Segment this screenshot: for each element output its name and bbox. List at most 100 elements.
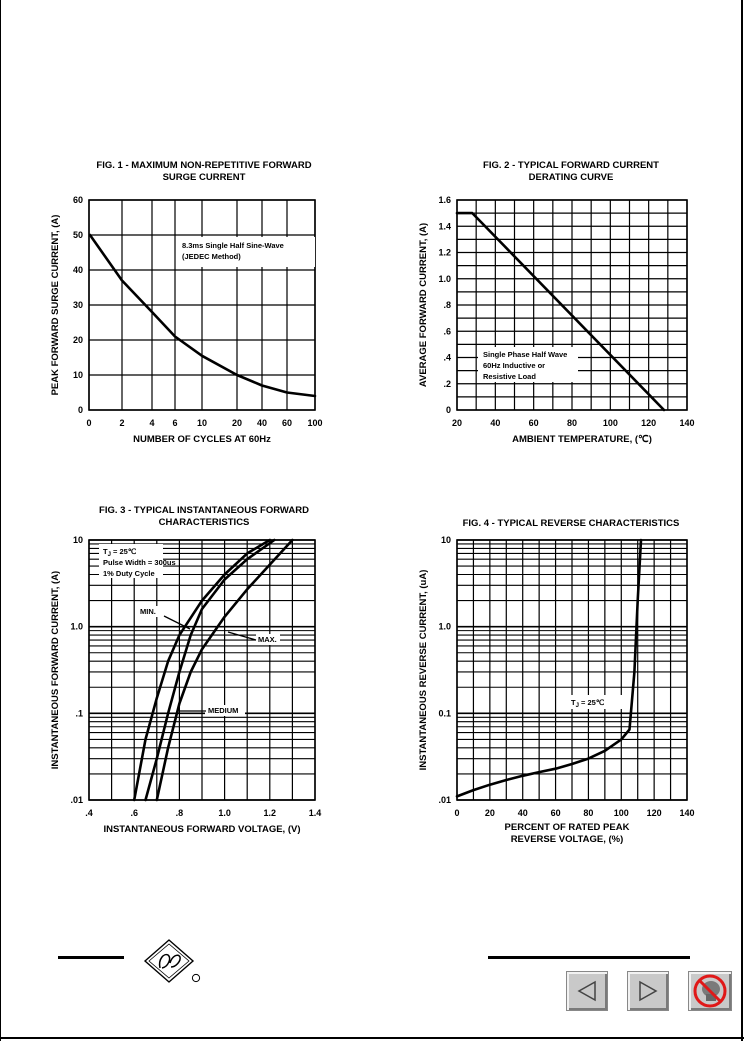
condition-duty: 1% Duty Cycle [103,569,155,578]
x-tick-label: 100 [603,418,618,428]
y-axis-label: PEAK FORWARD SURGE CURRENT, (A) [50,215,61,396]
label-bg [138,606,164,617]
footer-rule-left [58,956,124,959]
x-tick-label: 140 [679,808,694,818]
x-tick-label: 6 [172,418,177,428]
series-line-min [132,538,272,802]
y-tick-label: 1.4 [438,221,451,231]
x-tick-label: 4 [149,418,154,428]
y-tick-label: 0 [446,405,451,415]
condition-pulse: Pulse Width = 300us [103,558,176,567]
y-tick-label: .6 [443,326,451,336]
y-tick-label: .1 [75,708,83,718]
y-tick-label: 10 [73,535,83,545]
y-axis-label: AVERAGE FORWARD CURRENT, (A) [418,223,429,387]
x-axis-label: NUMBER OF CYCLES AT 60Hz [133,434,271,445]
x-tick-label: 0 [454,808,459,818]
x-tick-label: .4 [85,808,93,818]
annotation-bg [478,347,578,382]
x-tick-label: 2 [119,418,124,428]
y-tick-label: 10 [441,535,451,545]
fig4-chart: FIG. 4 - TYPICAL REVERSE CHARACTERISTICS… [418,518,695,845]
no-entry-icon [693,974,727,1008]
y-tick-label: 10 [73,370,83,380]
y-axis-label: INSTANTANEOUS FORWARD CURRENT, (A) [50,571,61,769]
x-tick-label: 1.4 [309,808,322,818]
x-tick-label: 120 [641,418,656,428]
y-tick-label: 1.0 [438,622,451,632]
y-tick-label: .8 [443,300,451,310]
next-page-button[interactable] [627,971,669,1011]
series-line-max [155,538,294,802]
x-tick-label: 40 [490,418,500,428]
y-tick-label: 0 [78,405,83,415]
y-tick-label: 1.6 [438,195,451,205]
y-tick-label: 0.1 [438,708,451,718]
y-tick-label: 1.0 [70,622,83,632]
x-tick-label: 20 [452,418,462,428]
fig4-title: FIG. 4 - TYPICAL REVERSE CHARACTERISTICS [463,518,680,529]
y-tick-label: .01 [438,795,451,805]
label-bg [205,705,245,716]
plot-frame [88,199,316,411]
y-tick-label: 30 [73,300,83,310]
series-label-max: MAX. [258,635,277,644]
x-tick-label: .8 [176,808,184,818]
annotation-text: Resistive Load [483,372,536,381]
fig3-title: FIG. 3 - TYPICAL INSTANTANEOUS FORWARD [99,505,309,516]
leader-line [227,631,257,641]
page-frame-right [741,0,743,1041]
plot-frame [88,539,316,801]
x-tick-label: 1.2 [264,808,277,818]
series-line [455,538,643,798]
x-axis-label: PERCENT OF RATED PEAK [505,822,630,833]
conditions-bg [99,544,163,578]
annotation-bg [177,237,315,267]
x-tick-label: 0 [86,418,91,428]
series-label-medium: MEDIUM [208,706,238,715]
right-triangle-icon [639,980,658,1002]
y-tick-label: 1.0 [438,274,451,284]
plot-frame [456,539,688,801]
x-tick-label: 80 [583,808,593,818]
fig3-title: CHARACTERISTICS [159,517,250,528]
x-tick-label: .6 [130,808,138,818]
company-logo [143,939,201,983]
x-tick-label: 1.0 [218,808,231,818]
x-tick-label: 20 [485,808,495,818]
x-tick-label: 10 [197,418,207,428]
y-tick-label: .2 [443,379,451,389]
left-triangle-icon [577,980,596,1002]
x-tick-label: 100 [307,418,322,428]
label-bg [256,634,280,645]
series-line [88,233,317,398]
conditions-bg [567,695,623,709]
x-tick-label: 140 [679,418,694,428]
y-tick-label: 50 [73,230,83,240]
condition-tj: TJ = 25℃ [571,698,605,709]
annotation-text: Single Phase Half Wave [483,350,567,359]
x-tick-label: 60 [551,808,561,818]
annotation-text: 8.3ms Single Half Sine-Wave [182,241,284,250]
condition-tj: TJ = 25℃ [103,547,137,558]
y-tick-label: 1.2 [438,248,451,258]
exit-button[interactable] [688,971,732,1011]
x-axis-label: REVERSE VOLTAGE, (%) [511,834,624,845]
x-tick-label: 20 [232,418,242,428]
y-tick-label: 40 [73,265,83,275]
prev-page-button[interactable] [566,971,608,1011]
y-tick-label: .4 [443,353,451,363]
fig3-chart: FIG. 3 - TYPICAL INSTANTANEOUS FORWARDCH… [50,505,321,835]
fig2-chart: FIG. 2 - TYPICAL FORWARD CURRENTDERATING… [418,160,695,445]
fig2-title: FIG. 2 - TYPICAL FORWARD CURRENT [483,160,659,171]
x-tick-label: 60 [282,418,292,428]
series-line [455,211,666,412]
fig1-chart: FIG. 1 - MAXIMUM NON-REPETITIVE FORWARDS… [50,160,323,445]
annotation-text: 60Hz Inductive or [483,361,545,370]
x-tick-label: 40 [518,808,528,818]
plot-frame [456,199,688,411]
y-tick-label: 60 [73,195,83,205]
series-label-min: MIN. [140,607,156,616]
